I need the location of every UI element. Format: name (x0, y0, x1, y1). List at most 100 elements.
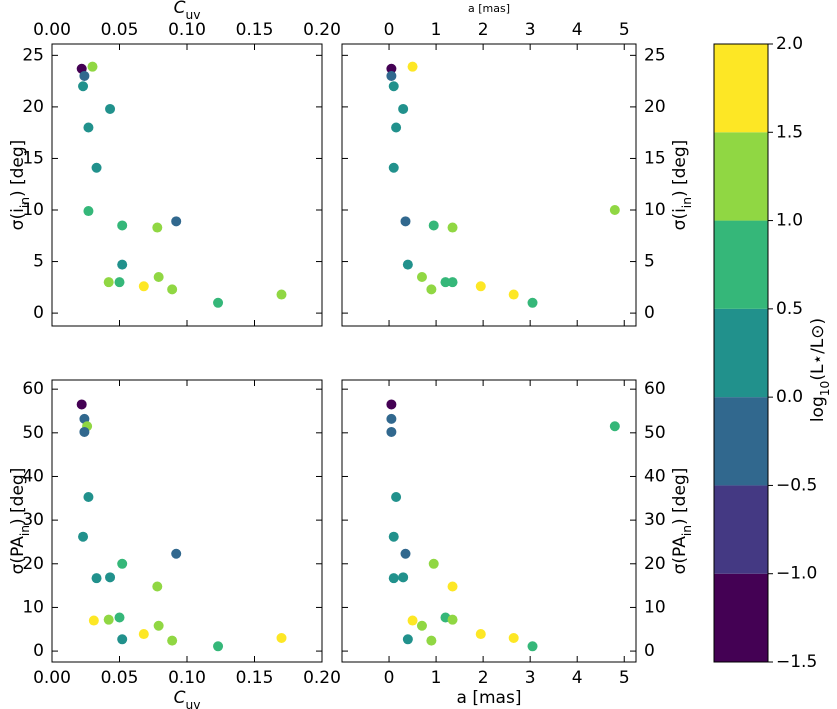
scatter-point (167, 284, 178, 295)
label-part: (L⋆/L⊙) (808, 318, 828, 381)
x-axis-label: a [mas] (457, 688, 522, 708)
scatter-point (117, 634, 128, 645)
scatter-point (153, 620, 164, 631)
label-part: uv (185, 8, 200, 22)
scatter-point (386, 70, 397, 81)
scatter-point (105, 103, 116, 114)
y-tick-label: 50 (644, 423, 666, 443)
label-part: σ(PA (670, 536, 690, 575)
scatter-point (138, 629, 149, 640)
label-part: uv (185, 698, 200, 709)
scatter-point (83, 206, 94, 217)
x-tick-label: 5 (619, 20, 630, 40)
scatter-point (171, 216, 182, 227)
scatter-point (527, 297, 538, 308)
x-tick-label: 0 (384, 20, 395, 40)
y-tick-label: 30 (22, 510, 44, 530)
scatter-point (609, 421, 620, 432)
scatter-point (167, 635, 178, 646)
scatter-point (276, 632, 287, 643)
y-axis-label: σ(iin) [deg] (670, 140, 694, 231)
scatter-point (117, 558, 128, 569)
x-tick-label: 1 (431, 668, 442, 688)
scatter-point (103, 277, 114, 288)
colorbar-tick-label: 0.5 (776, 299, 803, 319)
scatter-point (213, 297, 224, 308)
scatter-point (402, 259, 413, 270)
scatter-point (428, 558, 439, 569)
scatter-point (78, 531, 89, 542)
label-part: 10 (818, 381, 832, 397)
scatter-point (447, 277, 458, 288)
scatter-point (152, 581, 163, 592)
y-tick-label: 20 (644, 554, 666, 574)
scatter-point (508, 289, 519, 300)
scatter-point (138, 281, 149, 292)
scatter-point (508, 632, 519, 643)
scatter-point (78, 81, 89, 92)
colorbar-tick-label: −1.0 (776, 564, 817, 584)
y-tick-label: 0 (33, 303, 44, 323)
scatter-point (105, 572, 116, 583)
scatter-point (388, 573, 399, 584)
y-tick-label: 15 (22, 148, 44, 168)
colorbar-tick-label: 2.0 (776, 34, 803, 54)
x-tick-label: 3 (525, 20, 536, 40)
scatter-point (388, 81, 399, 92)
scatter-point (447, 614, 458, 625)
y-tick-label: 10 (644, 597, 666, 617)
label-part: in (18, 525, 32, 536)
colorbar-label: log10(L⋆/L⊙) (808, 318, 832, 422)
x-tick-label: 2 (478, 668, 489, 688)
y-tick-label: 0 (33, 641, 44, 661)
scatter-point (79, 70, 90, 81)
scatter-point (117, 259, 128, 270)
x-tick-label: 0.05 (101, 20, 139, 40)
y-tick-label: 5 (33, 252, 44, 272)
x-tick-label: 4 (572, 668, 583, 688)
y-tick-label: 15 (644, 148, 666, 168)
scatter-point (76, 399, 87, 410)
y-tick-label: 10 (644, 200, 666, 220)
x-tick-label: 3 (525, 668, 536, 688)
colorbar-frame (713, 43, 769, 663)
y-tick-label: 40 (22, 466, 44, 486)
x-tick-label: 0.10 (168, 20, 206, 40)
y-tick-label: 25 (644, 45, 666, 65)
scatter-point (475, 281, 486, 292)
label-part: σ(i (8, 208, 28, 230)
colorbar-bin (714, 485, 768, 574)
scatter-point (475, 629, 486, 640)
colorbar-tick-label: 0.0 (776, 387, 803, 407)
y-tick-label: 0 (644, 641, 655, 661)
label-part: ) [deg] (8, 140, 28, 197)
label-part: σ(PA (8, 536, 28, 575)
x-tick-label: 0.20 (303, 668, 341, 688)
y-axis-label: σ(PAin) [deg] (670, 468, 694, 575)
scatter-point (213, 641, 224, 652)
colorbar-bin (714, 308, 768, 398)
scatter-point (83, 122, 94, 133)
y-axis-label: σ(iin) [deg] (8, 140, 32, 231)
scatter-point (407, 61, 418, 72)
x-tick-label: 0 (384, 668, 395, 688)
scatter-point (400, 548, 411, 559)
scatter-point (103, 614, 114, 625)
scatter-point (386, 413, 397, 424)
x-tick-label: 5 (619, 668, 630, 688)
x-tick-label: 0.15 (236, 20, 274, 40)
colorbar-bin (714, 397, 768, 486)
scatter-point (398, 103, 409, 114)
scatter-point (426, 635, 437, 646)
colorbar-bin (714, 573, 768, 662)
scatter-point (428, 220, 439, 231)
y-tick-label: 30 (644, 510, 666, 530)
scatter-point (391, 491, 402, 502)
scatter-point (416, 272, 427, 283)
x-tick-label: 2 (478, 20, 489, 40)
colorbar-tick-label: 1.5 (776, 122, 803, 142)
y-tick-label: 10 (22, 597, 44, 617)
scatter-point (440, 277, 451, 288)
scatter-point (407, 615, 418, 626)
scatter-point (276, 289, 287, 300)
